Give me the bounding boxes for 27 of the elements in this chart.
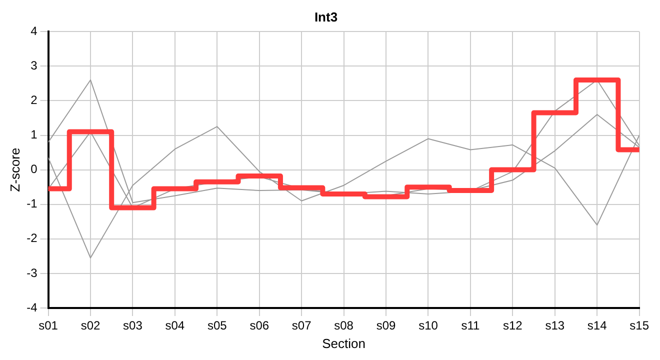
x-tick-label: s09 bbox=[376, 318, 396, 333]
x-tick-label: s06 bbox=[250, 318, 270, 333]
x-tick-label: s08 bbox=[334, 318, 354, 333]
x-tick-label: s11 bbox=[461, 318, 480, 333]
x-tick-label: s15 bbox=[630, 318, 650, 333]
y-tick-label: 4 bbox=[30, 24, 38, 38]
x-tick-label: s04 bbox=[165, 318, 185, 333]
y-axis-title: Z-score bbox=[7, 148, 22, 192]
x-tick-label: s07 bbox=[292, 318, 312, 333]
y-tick-label: -1 bbox=[26, 196, 38, 211]
y-tick-label: 3 bbox=[30, 58, 38, 72]
y-tick-label: 2 bbox=[30, 93, 38, 108]
y-tick-label: 0 bbox=[30, 162, 38, 176]
x-tick-label: s10 bbox=[418, 318, 438, 333]
y-tick-label: -2 bbox=[26, 231, 38, 246]
y-tick-label: 1 bbox=[30, 128, 38, 142]
x-tick-label: s05 bbox=[207, 318, 228, 333]
y-tick-label: -4 bbox=[26, 300, 38, 314]
y-tick-label: -3 bbox=[26, 266, 38, 280]
chart-title: Int3 bbox=[314, 9, 338, 24]
x-tick-label: s02 bbox=[80, 318, 100, 333]
x-tick-label: s14 bbox=[587, 318, 608, 333]
x-tick-label: s03 bbox=[123, 318, 143, 333]
x-tick-label: s12 bbox=[502, 318, 523, 333]
x-tick-label: s01 bbox=[38, 318, 58, 333]
x-axis-title: Section bbox=[322, 336, 366, 351]
x-tick-label: s13 bbox=[545, 318, 565, 333]
